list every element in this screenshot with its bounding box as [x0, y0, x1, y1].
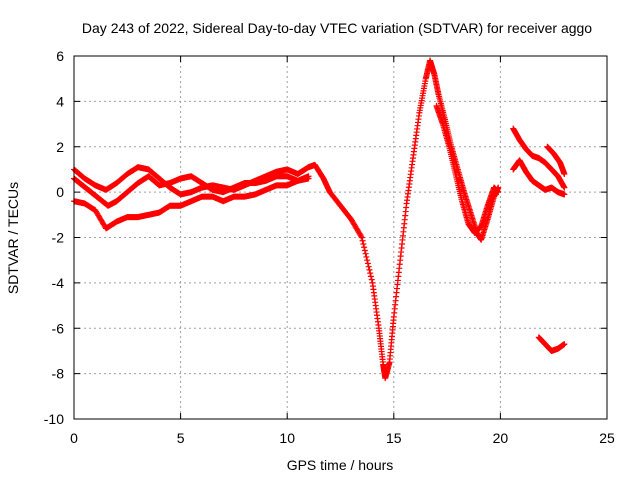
- data-point: [366, 266, 373, 273]
- series-arc-5: [510, 125, 568, 191]
- x-tick-label: 5: [177, 430, 185, 446]
- chart-title: Day 243 of 2022, Sidereal Day-to-day VTE…: [82, 20, 592, 36]
- data-point: [561, 184, 568, 191]
- data-point: [361, 244, 368, 251]
- y-tick-label: 2: [56, 139, 64, 155]
- x-tick-label: 15: [386, 430, 402, 446]
- data-point: [358, 234, 365, 241]
- y-tick-label: -8: [52, 366, 65, 382]
- data-point: [305, 173, 312, 180]
- data-point: [361, 247, 368, 254]
- axis-ticks: 0 5 10 15 20 25 -10 -8 -6 -4 -2 0 2 4 6: [44, 48, 615, 446]
- x-tick-label: 25: [599, 430, 615, 446]
- y-tick-label: 0: [56, 184, 64, 200]
- data-point: [364, 260, 371, 267]
- data-point: [561, 191, 568, 198]
- grid-lines: [74, 56, 607, 419]
- series-arc-8: [535, 334, 568, 354]
- y-tick-label: 6: [56, 48, 64, 64]
- y-axis-title: SDTVAR / TECUs: [5, 182, 21, 294]
- series-arc-2: [71, 173, 312, 209]
- x-tick-label: 10: [279, 430, 295, 446]
- data-point: [367, 273, 374, 280]
- data-point: [364, 257, 371, 264]
- data-point: [363, 253, 370, 260]
- y-tick-label: 4: [56, 93, 64, 109]
- data-point: [358, 233, 365, 240]
- data-point: [561, 170, 568, 177]
- series-arc-6: [510, 157, 568, 198]
- data-point: [561, 341, 568, 348]
- data-point: [359, 237, 366, 244]
- data-point: [368, 276, 375, 283]
- y-tick-label: -10: [44, 411, 64, 427]
- x-tick-label: 20: [493, 430, 509, 446]
- series-arc-7: [544, 143, 568, 177]
- y-tick-label: -6: [52, 320, 65, 336]
- data-point: [495, 189, 502, 196]
- data-point: [360, 240, 367, 247]
- x-tick-label: 0: [70, 430, 78, 446]
- x-axis-title: GPS time / hours: [287, 457, 394, 473]
- data-point: [362, 250, 369, 257]
- series-arc-3: [71, 173, 312, 232]
- data-points: [71, 57, 568, 382]
- data-point: [365, 263, 372, 270]
- data-point: [367, 270, 374, 277]
- y-tick-label: -4: [52, 275, 65, 291]
- series-arc-4: [433, 102, 502, 236]
- y-tick-label: -2: [52, 230, 65, 246]
